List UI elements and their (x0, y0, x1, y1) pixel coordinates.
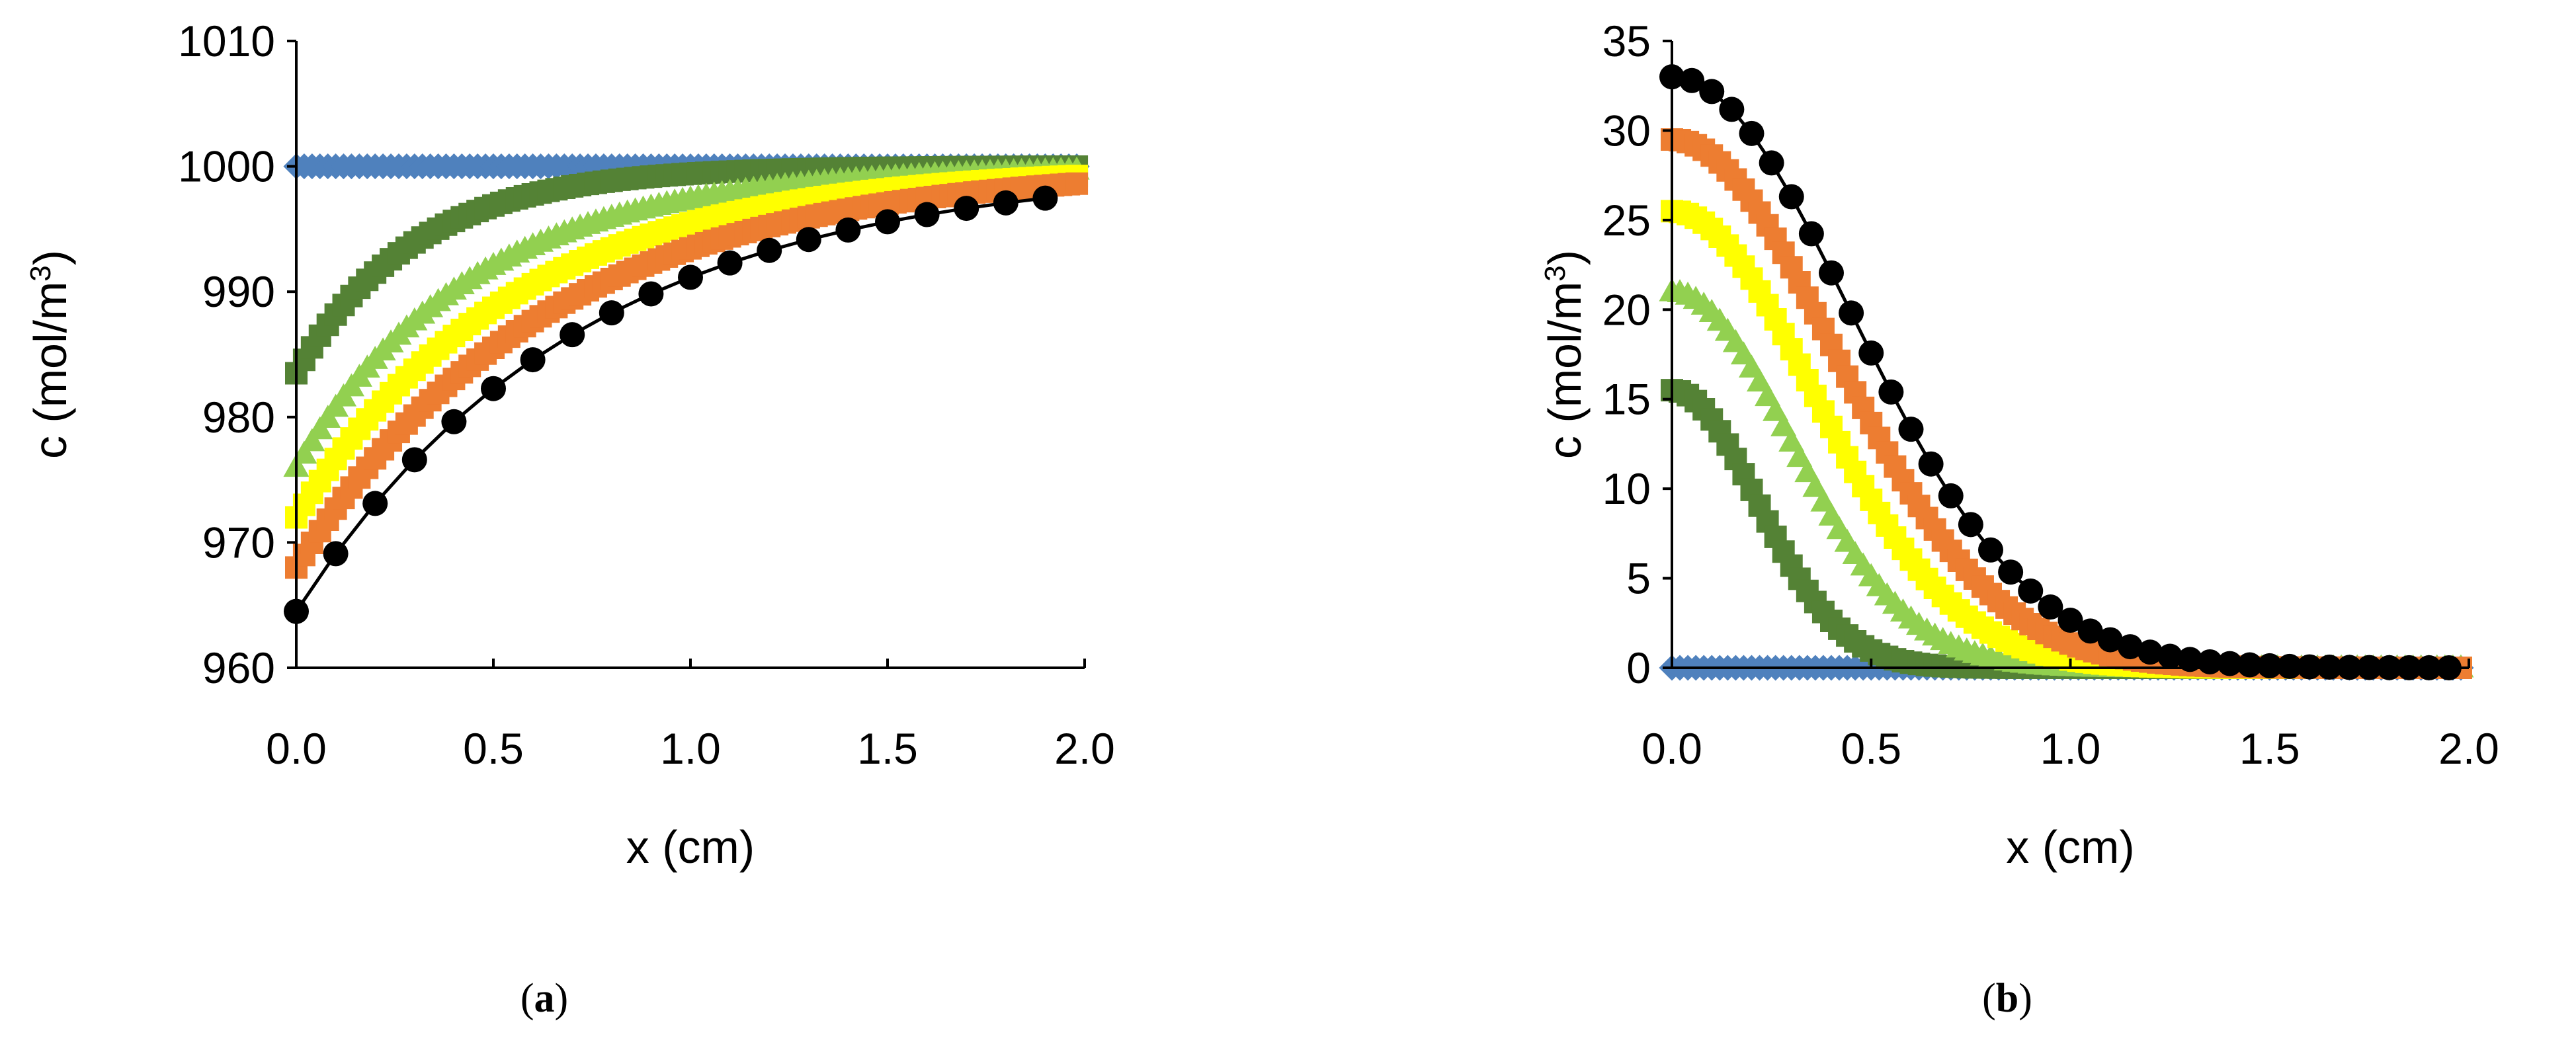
x-tick-label: 2.0 (1054, 724, 1115, 773)
series-orange-square (285, 172, 1089, 579)
data-point (1898, 417, 1924, 442)
chart-panel-a: 960 970 980 990 1000 1010 0.0 0.5 1.0 1.5 2.0 x (c… (24, 17, 1115, 1021)
data-point (2237, 652, 2263, 678)
data-point (2117, 634, 2143, 660)
series-black-circle (284, 185, 1058, 624)
data-point (1739, 120, 1765, 146)
data-point (299, 428, 325, 452)
data-point (599, 300, 624, 326)
y-tick-label: 5 (1626, 554, 1651, 603)
y-axis-title-a: c (mol/m3) (24, 250, 77, 459)
series-orange-square (1661, 128, 2472, 679)
y-tick-label: 980 (202, 393, 275, 442)
panel-label-b: (b) (1982, 976, 2032, 1021)
data-point (1763, 397, 1789, 421)
y-tick-label: 35 (1602, 17, 1651, 65)
data-point (1839, 300, 1864, 326)
data-point (1065, 172, 1089, 195)
chart-panel-b: 0 5 10 15 20 25 30 35 0.0 0.5 1.0 1.5 2.0 x (cm) c (… (1539, 17, 2499, 1021)
data-point (835, 217, 861, 243)
data-point (1759, 150, 1784, 176)
data-point (1794, 459, 1821, 483)
data-point (1978, 537, 2003, 563)
data-point (1918, 451, 1944, 477)
series-layer-b (1659, 64, 2474, 681)
x-tick-label: 1.5 (2239, 724, 2300, 773)
data-point (560, 322, 585, 348)
data-point (757, 237, 782, 263)
data-point (717, 250, 743, 276)
data-point (291, 440, 317, 464)
data-point (2157, 643, 2183, 669)
data-point (993, 190, 1018, 216)
data-point (2217, 651, 2243, 676)
series-black-circle (1659, 64, 2462, 680)
x-tick-label: 1.5 (857, 724, 918, 773)
y-tick-label: 1010 (178, 17, 275, 65)
data-point (1755, 383, 1781, 407)
x-tick-label: 2.0 (2438, 724, 2499, 773)
data-point (1699, 79, 1725, 104)
data-point (1858, 340, 1884, 366)
data-point (678, 264, 703, 290)
data-point (441, 409, 467, 434)
data-point (1679, 67, 1705, 93)
y-tick-label: 960 (202, 643, 275, 692)
data-point (2077, 618, 2103, 644)
y-tick-label: 10 (1602, 464, 1651, 513)
x-axis-title-b: x (cm) (2006, 821, 2134, 873)
y-tick-label: 20 (1602, 285, 1651, 334)
y-tick-label: 30 (1602, 106, 1651, 155)
panel-label-a: (a) (520, 976, 568, 1021)
data-point (1938, 483, 1964, 508)
data-point (2177, 647, 2203, 672)
data-point (1719, 97, 1745, 122)
y-tick-label: 990 (202, 267, 275, 316)
y-axis-title-b: c (mol/m3) (1539, 250, 1591, 459)
data-point (362, 491, 388, 516)
ticks-a: 960 970 980 990 1000 1010 0.0 0.5 1.0 1.5 2.0 (178, 17, 1115, 773)
x-tick-label: 1.0 (660, 724, 721, 773)
data-point (1878, 379, 1904, 405)
data-point (1778, 428, 1805, 452)
data-point (481, 376, 506, 401)
data-point (1998, 559, 2024, 585)
data-point (2097, 627, 2123, 653)
data-point (1819, 260, 1844, 286)
data-point (323, 541, 349, 567)
data-point (914, 202, 940, 227)
data-point (1770, 413, 1797, 436)
data-point (2038, 594, 2063, 620)
data-point (2057, 608, 2083, 633)
data-point (1798, 221, 1824, 247)
data-point (520, 347, 546, 373)
ticks-b: 0 5 10 15 20 25 30 35 0.0 0.5 1.0 1.5 2.0 (1602, 17, 2499, 773)
x-tick-label: 0.5 (1841, 724, 1901, 773)
data-point (1958, 512, 1983, 538)
data-point (875, 209, 900, 235)
series-layer-a (283, 153, 1090, 624)
x-tick-label: 0.0 (1641, 724, 1702, 773)
data-point (2276, 653, 2302, 679)
x-tick-label: 1.0 (2040, 724, 2101, 773)
x-axis-title-a: x (cm) (626, 821, 755, 873)
data-point (638, 281, 664, 307)
x-tick-label: 0.0 (266, 724, 327, 773)
data-point (2138, 639, 2163, 665)
y-tick-label: 15 (1602, 375, 1651, 424)
data-point (2018, 578, 2044, 604)
data-point (1786, 444, 1813, 467)
data-point (954, 196, 979, 222)
y-tick-label: 1000 (178, 142, 275, 191)
data-point (401, 447, 427, 473)
y-tick-label: 0 (1626, 643, 1651, 692)
data-point (1032, 185, 1058, 211)
y-tick-label: 970 (202, 518, 275, 567)
data-point (1778, 184, 1804, 210)
data-point (796, 227, 821, 253)
y-tick-label: 25 (1602, 196, 1651, 245)
x-tick-label: 0.5 (463, 724, 524, 773)
